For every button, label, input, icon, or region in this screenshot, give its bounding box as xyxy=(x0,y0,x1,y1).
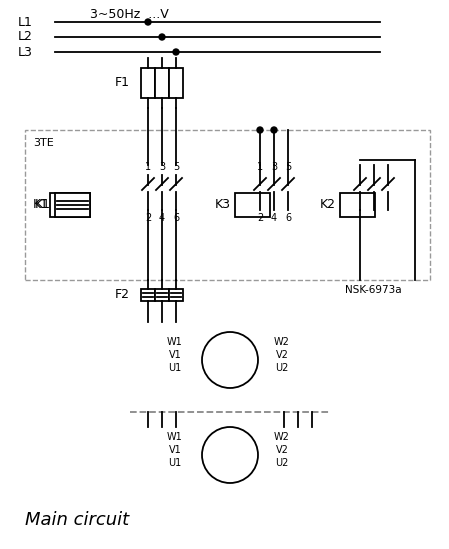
Circle shape xyxy=(202,427,258,483)
Text: 4: 4 xyxy=(271,213,277,223)
Text: K1: K1 xyxy=(33,199,49,211)
Text: 5: 5 xyxy=(173,162,179,172)
Text: 3: 3 xyxy=(159,162,165,172)
Text: W2: W2 xyxy=(274,337,290,347)
Text: W2: W2 xyxy=(274,432,290,442)
Bar xyxy=(169,68,183,98)
Text: 1: 1 xyxy=(257,162,263,172)
Bar xyxy=(340,193,375,217)
Text: V1: V1 xyxy=(169,350,181,360)
Circle shape xyxy=(271,127,277,133)
Text: 6: 6 xyxy=(285,213,291,223)
Text: F1: F1 xyxy=(115,76,130,88)
Text: U1: U1 xyxy=(168,458,182,468)
Text: V2: V2 xyxy=(276,350,288,360)
Text: U1: U1 xyxy=(168,363,182,373)
Bar xyxy=(141,289,155,301)
Text: V2: V2 xyxy=(276,445,288,455)
Text: W1: W1 xyxy=(167,432,183,442)
Text: 5: 5 xyxy=(285,162,291,172)
Bar xyxy=(50,193,90,217)
Text: W1: W1 xyxy=(167,337,183,347)
Circle shape xyxy=(145,19,151,25)
Text: 3TE: 3TE xyxy=(33,138,54,148)
Text: M: M xyxy=(224,345,236,359)
Text: 3~: 3~ xyxy=(222,360,238,370)
Text: K3: K3 xyxy=(215,199,231,211)
Text: 3~50Hz  ...V: 3~50Hz ...V xyxy=(90,8,169,21)
Text: 3: 3 xyxy=(271,162,277,172)
Text: 6: 6 xyxy=(173,213,179,223)
Text: K1: K1 xyxy=(35,199,51,211)
Text: 4: 4 xyxy=(159,213,165,223)
Text: NSK-6973a: NSK-6973a xyxy=(345,285,401,295)
Circle shape xyxy=(173,49,179,55)
Text: K2: K2 xyxy=(320,199,336,211)
Circle shape xyxy=(159,34,165,40)
Text: M: M xyxy=(224,440,236,454)
Text: Main circuit: Main circuit xyxy=(25,511,129,529)
Bar xyxy=(169,289,183,301)
Text: 1: 1 xyxy=(145,162,151,172)
Text: L3: L3 xyxy=(18,46,33,59)
Bar xyxy=(155,68,169,98)
Text: 2: 2 xyxy=(257,213,263,223)
Bar xyxy=(25,130,430,280)
Text: L1: L1 xyxy=(18,15,33,29)
Text: U2: U2 xyxy=(275,363,289,373)
Circle shape xyxy=(257,127,263,133)
Text: F2: F2 xyxy=(115,289,130,301)
Text: V1: V1 xyxy=(169,445,181,455)
Text: L2: L2 xyxy=(18,31,33,43)
Bar xyxy=(141,68,155,98)
Text: 3~: 3~ xyxy=(222,455,238,465)
Bar xyxy=(235,193,270,217)
Text: U2: U2 xyxy=(275,458,289,468)
Bar xyxy=(55,193,90,217)
Text: 2: 2 xyxy=(145,213,151,223)
Bar xyxy=(155,289,169,301)
Circle shape xyxy=(202,332,258,388)
